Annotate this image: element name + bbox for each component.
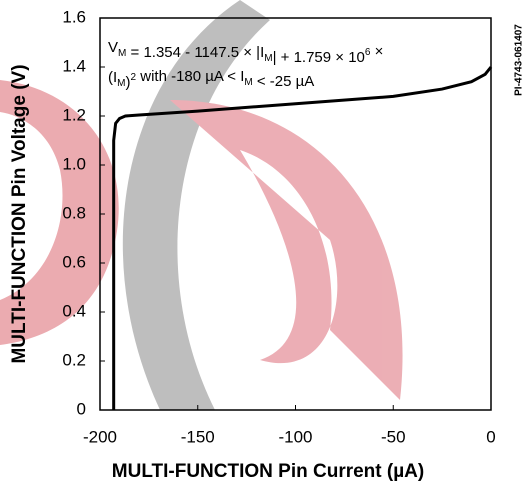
y-tick-label: 0: [77, 399, 86, 418]
y-tick-label: 0.6: [62, 252, 86, 271]
annotation-script: 2: [131, 72, 137, 83]
annotation-text: V: [108, 39, 118, 56]
annotation: VM = 1.354 - 1147.5 × |IM| + 1.759 × 106…: [108, 39, 383, 91]
annotation-script: M: [244, 77, 252, 88]
annotation-script: M: [118, 48, 126, 59]
x-tick-label: -50: [381, 427, 406, 446]
y-tick-label: 0.2: [62, 350, 86, 369]
x-tick-label: -150: [181, 427, 215, 446]
annotation-text: ×: [370, 43, 383, 60]
y-tick-label: 0.8: [62, 203, 86, 222]
figure-id: PI-4743-061407: [514, 24, 525, 96]
annotation-script: 6: [365, 47, 371, 58]
annotation-text: (I: [108, 69, 117, 86]
annotation-text: with -180 µA < I: [136, 68, 244, 85]
annotation-script: M: [264, 53, 272, 64]
annotation-text: < -25 µA: [253, 73, 315, 90]
annotation-text: | + 1.759 × 10: [273, 49, 365, 66]
x-tick-label: -200: [83, 427, 117, 446]
annotation-script: M: [117, 78, 125, 89]
y-tick-label: 0.4: [62, 301, 86, 320]
x-tick-label: -100: [278, 427, 312, 446]
data-line: [112, 66, 493, 410]
y-tick-label: 1.0: [62, 154, 86, 173]
annotation-line: (IM)2 with -180 µA < IM < -25 µA: [108, 68, 314, 91]
x-axis-label: MULTI-FUNCTION Pin Current (µA): [112, 461, 424, 482]
annotation-text: ): [126, 74, 131, 91]
y-tick-label: 1.2: [62, 105, 86, 124]
y-tick-label: 1.6: [62, 7, 86, 26]
annotation-line: VM = 1.354 - 1147.5 × |IM| + 1.759 × 106…: [108, 39, 383, 66]
watermark-gray: [122, 0, 271, 410]
y-axis-label: MULTI-FUNCTION Pin Voltage (V): [9, 64, 30, 363]
annotation-text: = 1.354 - 1147.5 × |I: [126, 44, 264, 61]
watermark-red-left: [0, 80, 119, 345]
watermark: [0, 0, 403, 410]
y-tick-label: 1.4: [62, 56, 86, 75]
watermark-red-right: [170, 100, 403, 400]
x-tick-label: 0: [486, 427, 495, 446]
